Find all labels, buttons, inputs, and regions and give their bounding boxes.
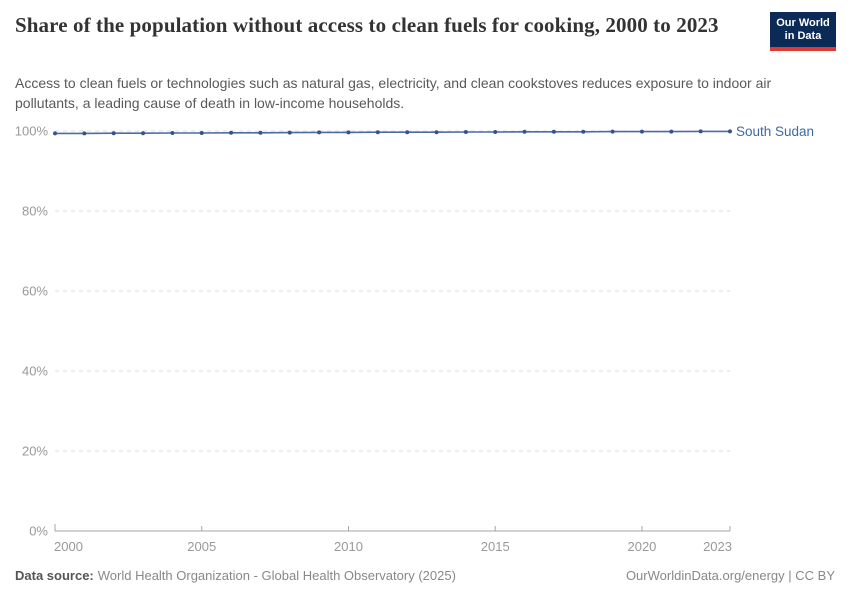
data-point-south-sudan-2014[interactable] <box>463 130 468 134</box>
x-tick-label-2020: 2020 <box>627 539 656 554</box>
y-tick-label-0%: 0% <box>29 524 48 539</box>
data-point-south-sudan-2000[interactable] <box>53 131 57 136</box>
data-point-south-sudan-2021[interactable] <box>669 129 674 134</box>
owid-logo-line2: in Data <box>784 30 822 42</box>
y-tick-label-60%: 60% <box>22 284 48 299</box>
data-point-south-sudan-2008[interactable] <box>287 130 292 135</box>
data-point-south-sudan-2016[interactable] <box>522 129 527 134</box>
chart-title: Share of the population without access t… <box>15 13 719 37</box>
owid-logo[interactable]: Our World in Data <box>770 12 836 51</box>
data-source-text: World Health Organization - Global Healt… <box>97 568 456 583</box>
data-point-south-sudan-2017[interactable] <box>551 129 556 134</box>
data-point-south-sudan-2006[interactable] <box>229 130 234 135</box>
data-point-south-sudan-2010[interactable] <box>346 130 351 135</box>
data-point-south-sudan-2009[interactable] <box>317 130 322 135</box>
data-point-south-sudan-2005[interactable] <box>199 131 204 135</box>
data-point-south-sudan-2015[interactable] <box>493 130 498 134</box>
data-source: Data source: World Health Organization - … <box>15 568 456 584</box>
data-point-south-sudan-2013[interactable] <box>434 130 439 135</box>
y-tick-label-100%: 100% <box>15 124 49 139</box>
data-point-south-sudan-2012[interactable] <box>405 130 410 135</box>
data-point-south-sudan-2023[interactable] <box>728 129 732 134</box>
owid-link-and-license[interactable]: OurWorldinData.org/energy | CC BY <box>625 568 835 583</box>
owid-logo-line1: Our World <box>776 17 830 29</box>
data-point-south-sudan-2002[interactable] <box>111 131 116 136</box>
data-point-south-sudan-2022[interactable] <box>698 129 703 134</box>
chart-footer: Data source: World Health Organization - … <box>15 568 835 584</box>
x-tick-label-2005: 2005 <box>187 539 216 554</box>
x-tick-label-2023: 2023 <box>703 539 732 554</box>
series-line-south-sudan[interactable] <box>54 130 731 135</box>
chart-subtitle: Access to clean fuels or technologies su… <box>15 75 772 111</box>
data-point-south-sudan-2003[interactable] <box>141 131 146 136</box>
data-point-south-sudan-2020[interactable] <box>639 129 644 134</box>
data-point-south-sudan-2004[interactable] <box>170 131 175 135</box>
data-point-south-sudan-2007[interactable] <box>258 130 263 135</box>
x-tick-label-2000: 2000 <box>54 539 83 554</box>
data-point-south-sudan-2019[interactable] <box>610 129 615 134</box>
series-label-south-sudan[interactable]: South Sudan <box>736 124 814 139</box>
data-point-south-sudan-2011[interactable] <box>375 130 380 135</box>
y-tick-label-40%: 40% <box>22 364 48 379</box>
x-tick-label-2010: 2010 <box>334 539 363 554</box>
y-tick-label-20%: 20% <box>22 444 48 459</box>
data-source-label: Data source: <box>15 568 94 583</box>
x-tick-label-2015: 2015 <box>481 539 510 554</box>
data-point-south-sudan-2001[interactable] <box>82 131 87 136</box>
y-tick-label-80%: 80% <box>22 204 48 219</box>
data-point-south-sudan-2018[interactable] <box>581 129 586 134</box>
